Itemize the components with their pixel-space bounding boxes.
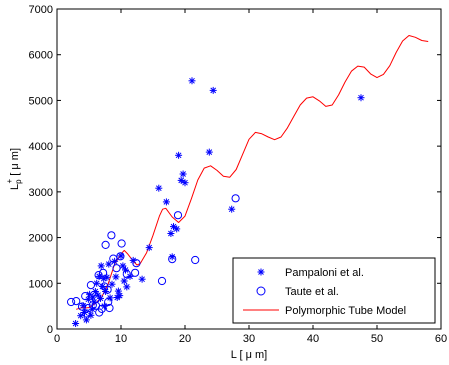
taute-point — [101, 240, 110, 249]
pampaloni-point — [120, 277, 128, 285]
taute-point — [157, 276, 167, 286]
pampaloni-point — [167, 230, 175, 237]
pampaloni-point — [111, 257, 119, 265]
pampaloni-point — [103, 273, 111, 281]
pampaloni-point — [98, 283, 106, 290]
y-axis-label-base: L — [9, 184, 21, 190]
legend-label-pampaloni: Pampaloni et al. — [285, 267, 364, 279]
y-tick-label: 6000 — [29, 50, 53, 62]
taute-point — [231, 194, 240, 203]
pampaloni-point — [155, 184, 163, 192]
pampaloni-point — [93, 279, 101, 287]
taute-point — [67, 297, 76, 307]
legend-marker-pampaloni — [257, 268, 265, 276]
pampaloni-point — [205, 148, 213, 156]
taute-point — [72, 297, 81, 306]
pampaloni-point — [228, 205, 236, 213]
pampaloni-point — [112, 273, 120, 281]
pampaloni-point — [97, 294, 104, 302]
pampaloni-point — [179, 170, 187, 178]
series-layer — [67, 35, 429, 327]
pampaloni-point — [175, 151, 183, 159]
pampaloni-point — [357, 94, 365, 102]
legend-label-model: Polymorphic Tube Model — [285, 305, 406, 317]
y-axis-label-sub: p — [14, 179, 23, 184]
pampaloni-point — [119, 262, 127, 270]
legend-marker-taute — [256, 286, 266, 296]
pampaloni-point — [87, 311, 95, 319]
pampaloni-point — [123, 283, 131, 291]
pampaloni-point — [97, 262, 105, 270]
taute-point — [94, 271, 103, 280]
x-tick-label: 20 — [179, 333, 191, 345]
y-tick-label: 0 — [47, 324, 53, 336]
y-tick-label: 1000 — [29, 278, 53, 290]
legend-box — [232, 257, 436, 324]
taute-point — [131, 268, 140, 277]
pampaloni-point — [168, 253, 176, 261]
taute-point — [191, 255, 200, 265]
taute-point — [99, 268, 108, 277]
pampaloni-point — [188, 77, 196, 85]
x-tick-label: 60 — [435, 333, 447, 345]
pampaloni-point — [129, 256, 137, 264]
pampaloni-point — [81, 309, 88, 316]
taute-point — [97, 304, 106, 313]
x-tick-label: 50 — [371, 333, 383, 345]
taute-point — [117, 239, 126, 248]
axes-layer: 0 10 20 30 40 50 60 0 1000 2000 3000 4000 5000 6000 70… — [29, 4, 448, 345]
model-line — [76, 35, 429, 310]
pampaloni-point — [106, 294, 114, 302]
pampaloni-point — [162, 198, 170, 206]
pampaloni-point — [105, 260, 113, 268]
x-axis-label: L [ μ m] — [231, 349, 268, 361]
y-tick-label: 4000 — [29, 141, 53, 153]
y-tick-label: 7000 — [29, 4, 53, 16]
taute-point — [112, 264, 121, 273]
pampaloni-point — [88, 305, 96, 313]
x-tick-label: 30 — [243, 333, 255, 345]
y-axis-label-sup: + — [5, 178, 14, 183]
legend: Pampaloni et al. Taute et al. Polymorphi… — [232, 257, 436, 324]
y-tick-label: 2000 — [29, 233, 53, 245]
legend-label-taute: Taute et al. — [285, 286, 339, 298]
pampaloni-point — [91, 288, 99, 295]
pampaloni-point — [116, 292, 124, 300]
pampaloni-point — [82, 316, 90, 324]
pampaloni-point — [138, 275, 146, 283]
pampaloni-point — [108, 280, 116, 288]
pampaloni-point — [145, 244, 153, 252]
pampaloni-point — [122, 266, 129, 274]
pampaloni-point — [79, 302, 87, 310]
taute-point — [173, 211, 183, 220]
pampaloni-point — [177, 176, 185, 184]
y-tick-label: 3000 — [29, 187, 53, 199]
pampaloni-point — [72, 320, 80, 327]
pampaloni-point — [100, 302, 108, 310]
pampaloni-point — [102, 288, 110, 295]
pampaloni-point — [114, 287, 122, 295]
y-tick-label: 5000 — [29, 95, 53, 107]
pampaloni-point — [126, 272, 134, 280]
pampaloni-point — [209, 86, 217, 94]
pampaloni-point — [181, 179, 189, 187]
pampaloni-point — [90, 298, 98, 306]
x-tick-label: 0 — [54, 333, 60, 345]
x-tick-label: 40 — [307, 333, 319, 345]
y-axis-label: Lp+ [ μ m] — [5, 148, 23, 190]
y-axis-label-units: [ μ m] — [9, 148, 21, 179]
pampaloni-point — [173, 225, 181, 233]
pampaloni-point — [117, 252, 125, 260]
x-tick-label: 10 — [115, 333, 127, 345]
taute-point — [107, 231, 116, 240]
pampaloni-point — [89, 293, 97, 301]
